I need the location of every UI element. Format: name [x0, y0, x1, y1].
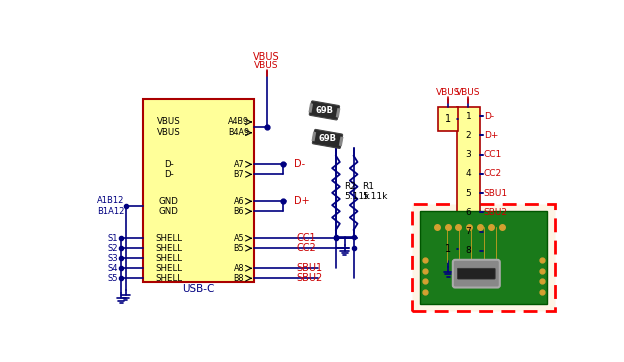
FancyBboxPatch shape	[457, 268, 495, 279]
FancyBboxPatch shape	[310, 101, 339, 120]
Bar	[143, 99, 255, 282]
Text: A7: A7	[233, 160, 244, 169]
Text: CC2: CC2	[296, 243, 316, 253]
Text: 1: 1	[446, 114, 451, 124]
Text: SBU1: SBU1	[296, 263, 323, 273]
Text: A6: A6	[234, 197, 244, 206]
Text: S4: S4	[107, 264, 118, 273]
Text: 8: 8	[466, 247, 471, 256]
Bar	[439, 237, 459, 261]
Text: USB-C: USB-C	[182, 284, 215, 294]
Text: VBUS: VBUS	[157, 128, 181, 137]
Text: D-: D-	[164, 160, 173, 169]
Text: 1: 1	[446, 244, 451, 254]
Text: VBUS: VBUS	[253, 51, 280, 62]
Text: S5: S5	[107, 274, 118, 283]
Text: B6: B6	[234, 207, 244, 216]
Text: VBUS: VBUS	[255, 61, 279, 70]
Text: 69B: 69B	[318, 134, 336, 143]
Text: D+: D+	[294, 196, 310, 206]
Bar	[308, 103, 313, 113]
Text: S3: S3	[107, 254, 118, 263]
Text: B7: B7	[233, 170, 244, 179]
Bar	[439, 106, 459, 131]
Text: SBU1: SBU1	[484, 189, 508, 198]
Text: GND: GND	[159, 207, 179, 216]
Text: SHELL: SHELL	[155, 254, 182, 263]
Text: SHELL: SHELL	[155, 274, 182, 283]
Text: 6: 6	[466, 208, 471, 217]
Text: A4B9: A4B9	[228, 118, 250, 126]
Text: A5: A5	[233, 234, 244, 243]
Text: GND: GND	[159, 197, 179, 206]
Text: 5: 5	[466, 189, 471, 198]
Bar	[311, 132, 316, 141]
Text: A8: A8	[234, 264, 244, 273]
Text: SHELL: SHELL	[155, 264, 182, 273]
Text: D-: D-	[164, 170, 173, 179]
Text: SBU2: SBU2	[296, 273, 323, 283]
Text: SHELL: SHELL	[155, 234, 182, 243]
Text: 5.11k: 5.11k	[344, 192, 370, 201]
Text: SBU2: SBU2	[484, 208, 508, 217]
Text: 2: 2	[466, 131, 471, 140]
Text: D+: D+	[484, 131, 498, 140]
Text: S2: S2	[107, 244, 118, 253]
Bar	[412, 203, 555, 311]
Text: VBUS: VBUS	[157, 118, 181, 126]
FancyBboxPatch shape	[313, 129, 343, 148]
Text: B1A12: B1A12	[97, 207, 124, 216]
Text: VBUS: VBUS	[456, 88, 480, 97]
Bar	[336, 108, 340, 118]
Text: S1: S1	[107, 234, 118, 243]
Text: B8: B8	[234, 274, 244, 283]
Text: 3: 3	[466, 150, 471, 159]
Text: D-: D-	[294, 159, 305, 169]
Bar	[420, 211, 547, 304]
Bar	[339, 136, 343, 146]
Text: CC1: CC1	[484, 150, 502, 159]
Text: VBUS: VBUS	[436, 88, 461, 97]
Text: CC2: CC2	[484, 169, 502, 178]
Text: SHELL: SHELL	[155, 244, 182, 253]
Text: R2: R2	[344, 182, 356, 191]
Text: 69B: 69B	[315, 106, 333, 115]
Text: D-: D-	[484, 112, 494, 121]
Text: 7: 7	[466, 227, 471, 236]
Text: R1: R1	[362, 182, 374, 191]
Text: B4A9: B4A9	[228, 128, 250, 137]
Text: B5: B5	[233, 244, 244, 253]
Text: CC1: CC1	[296, 233, 316, 243]
Text: A1B12: A1B12	[97, 196, 124, 205]
FancyBboxPatch shape	[453, 260, 500, 287]
Text: 1: 1	[466, 112, 471, 121]
Text: 4: 4	[466, 169, 471, 178]
Text: 5.11k: 5.11k	[362, 192, 388, 201]
Bar	[457, 106, 480, 261]
